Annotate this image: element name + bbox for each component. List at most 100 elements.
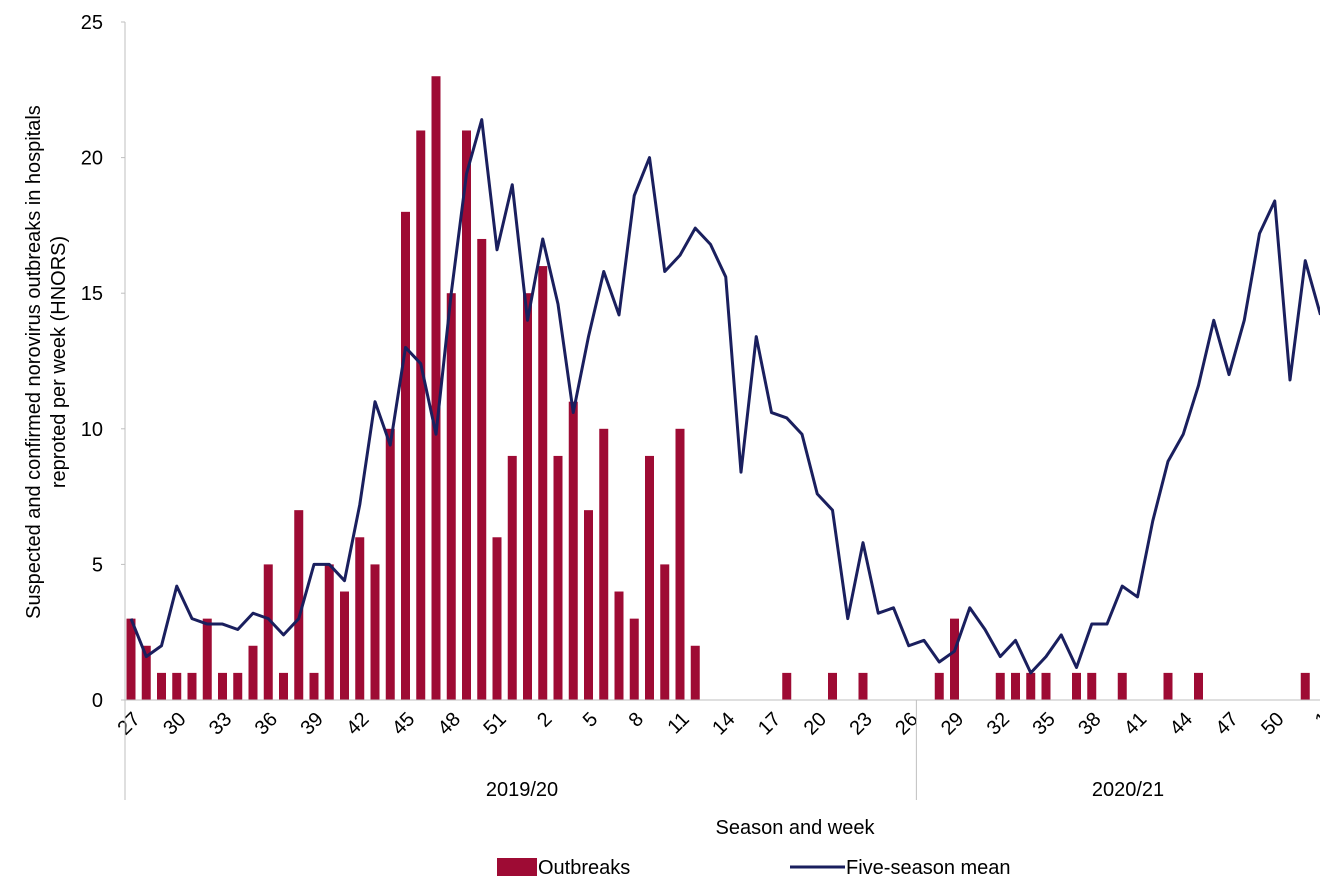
y-tick-label: 0	[92, 690, 103, 712]
bar	[1041, 672, 1051, 700]
bar	[309, 672, 319, 700]
bar	[614, 591, 624, 700]
x-tick-label: 27	[113, 708, 144, 739]
bar	[126, 618, 136, 700]
x-tick-label: 11	[664, 708, 694, 738]
x-tick-label: 8	[625, 708, 648, 731]
bar	[416, 130, 426, 701]
legend-label: Outbreaks	[538, 857, 630, 876]
x-tick-label: 36	[251, 708, 282, 739]
bar	[370, 564, 380, 700]
bar	[1026, 672, 1036, 700]
y-tick-label: 15	[81, 283, 103, 305]
legend-item: Five-season mean	[790, 857, 1011, 876]
y-tick-label: 20	[81, 148, 103, 170]
x-tick-label: 38	[1074, 708, 1105, 739]
bar	[187, 672, 197, 700]
bar	[248, 645, 258, 700]
bar	[477, 238, 487, 700]
x-tick-label: 14	[708, 708, 739, 739]
x-tick-label: 23	[845, 708, 876, 739]
line	[129, 118, 1320, 675]
bar	[1011, 672, 1020, 700]
bar	[538, 266, 548, 700]
x-tick-label: 30	[159, 708, 190, 739]
y-axis-title-line: reproted per week (HNORS)	[48, 236, 70, 488]
bar	[950, 618, 959, 700]
x-tick-label: 32	[983, 708, 1014, 739]
bar	[584, 510, 593, 700]
bar	[690, 645, 700, 700]
x-tick-label: 42	[342, 708, 373, 739]
bar	[1300, 672, 1310, 700]
bar	[553, 455, 563, 700]
x-tick-label: 41	[1120, 708, 1151, 739]
bar	[141, 645, 151, 700]
y-axis-title-line: Suspected and confirmed norovirus outbre…	[23, 105, 45, 619]
bar	[202, 618, 212, 700]
x-tick-label: 51	[479, 708, 510, 739]
legend-label: Five-season mean	[846, 857, 1011, 876]
bar	[1194, 672, 1203, 700]
x-tick-label: 39	[296, 708, 327, 739]
x-tick-label: 47	[1211, 708, 1242, 739]
x-tick-label: 1	[1311, 708, 1320, 731]
bar	[279, 672, 288, 700]
bar	[782, 672, 792, 700]
bar	[1163, 672, 1173, 700]
bar	[1117, 672, 1127, 700]
x-tick-label: 20	[800, 708, 831, 739]
x-tick-label: 26	[891, 708, 922, 739]
bar	[462, 130, 471, 701]
bar	[995, 672, 1005, 700]
x-axis-title: Season and week	[715, 817, 875, 839]
y-tick-label: 25	[81, 12, 103, 34]
bar	[858, 672, 868, 700]
y-tick-label: 10	[81, 419, 103, 441]
bar	[629, 618, 639, 700]
legend-swatch	[497, 858, 537, 876]
bar	[172, 672, 182, 700]
x-tick-label: 2	[533, 708, 556, 731]
bar	[294, 510, 304, 700]
bar	[233, 672, 243, 700]
group-label: 2020/21	[1092, 779, 1164, 801]
y-axis-title: Suspected and confirmed norovirus outbre…	[23, 105, 70, 619]
bar	[675, 428, 685, 700]
x-tick-label: 35	[1028, 708, 1059, 739]
bar	[568, 401, 578, 700]
bar	[828, 672, 837, 700]
bar	[157, 672, 166, 700]
bar	[218, 672, 227, 700]
x-tick-label: 17	[754, 708, 785, 739]
bar	[401, 211, 410, 700]
x-tick-label: 33	[205, 708, 236, 739]
x-tick-label: 44	[1166, 708, 1197, 739]
bar	[355, 537, 365, 700]
bar	[1087, 672, 1097, 700]
bar	[263, 564, 273, 700]
bar	[660, 564, 670, 700]
x-tick-label: 45	[388, 708, 419, 739]
bar	[431, 76, 441, 701]
group-label: 2019/20	[486, 779, 558, 801]
x-tick-label: 48	[434, 708, 465, 739]
x-tick-label: 29	[937, 708, 968, 739]
bar	[1072, 672, 1081, 700]
bar	[492, 537, 502, 700]
bar	[523, 293, 532, 700]
bar	[645, 455, 654, 700]
legend-item: Outbreaks	[497, 857, 630, 876]
bar	[324, 564, 334, 700]
bar	[934, 672, 944, 700]
x-tick-label: 50	[1257, 708, 1288, 739]
bar	[599, 428, 609, 700]
y-tick-label: 5	[92, 554, 103, 576]
bar	[446, 293, 456, 700]
bar	[507, 455, 517, 700]
bar	[340, 591, 349, 700]
x-tick-label: 5	[579, 708, 602, 731]
bar	[385, 428, 395, 700]
